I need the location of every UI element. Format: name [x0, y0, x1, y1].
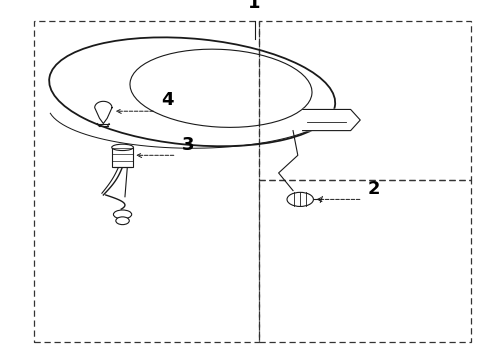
Ellipse shape: [116, 217, 129, 225]
Ellipse shape: [112, 144, 133, 150]
Polygon shape: [303, 109, 360, 131]
Text: 3: 3: [181, 136, 194, 154]
Ellipse shape: [113, 210, 132, 219]
Text: 1: 1: [248, 0, 261, 12]
Text: 4: 4: [161, 91, 173, 109]
Text: 2: 2: [368, 180, 380, 198]
FancyBboxPatch shape: [112, 147, 133, 167]
